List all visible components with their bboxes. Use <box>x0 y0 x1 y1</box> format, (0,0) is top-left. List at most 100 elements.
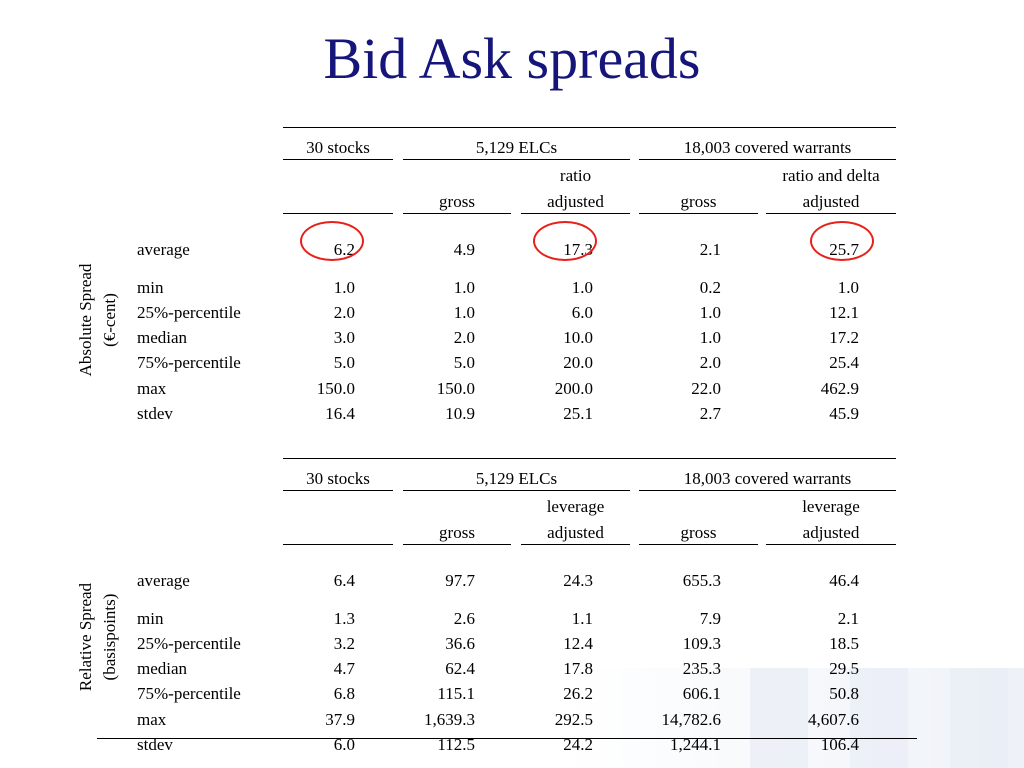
table-cell: 37.9 <box>325 710 355 729</box>
decorative-bottom-band <box>0 668 1024 768</box>
table-cell: 12.1 <box>829 303 859 322</box>
row-stat-label: median <box>137 659 188 678</box>
table-cell: 17.2 <box>829 328 859 347</box>
table-cell: 12.4 <box>563 634 593 653</box>
subhead-cw-gross: gross <box>680 523 717 542</box>
row-stat-label: min <box>137 609 164 628</box>
header-top-rule <box>283 458 896 459</box>
table-cell: 150.0 <box>316 379 355 398</box>
subhead-elc-adjusted-top: leverage <box>546 497 605 516</box>
table-cell: 5.0 <box>333 353 355 372</box>
subhead-rule-stocks <box>283 213 393 214</box>
table-cell: 5.0 <box>453 353 475 372</box>
table-cell: 50.8 <box>829 684 859 703</box>
table-cell: 1.0 <box>453 303 475 322</box>
table-cell: 0.2 <box>699 278 721 297</box>
subhead-cw-gross: gross <box>680 192 717 211</box>
table-cell: 2.1 <box>699 240 721 259</box>
table-cell: 3.2 <box>333 634 355 653</box>
subhead-rule-elc-adjusted <box>521 544 630 545</box>
table-cell: 655.3 <box>682 571 721 590</box>
table-cell: 2.1 <box>837 609 859 628</box>
row-stat-label: 75%-percentile <box>137 684 241 703</box>
table-cell: 1,639.3 <box>424 710 475 729</box>
table-cell: 24.2 <box>563 735 593 754</box>
table-cell: 97.7 <box>445 571 475 590</box>
table-cell: 25.4 <box>829 353 859 372</box>
row-stat-label: 75%-percentile <box>137 353 241 372</box>
group-rule-stocks <box>283 490 393 491</box>
row-stat-label: stdev <box>137 404 173 423</box>
slide-title: Bid Ask spreads <box>323 26 701 91</box>
table-cell: 6.0 <box>333 735 355 754</box>
section-label: Absolute Spread <box>76 263 95 377</box>
highlight-circle <box>533 221 597 261</box>
subhead-rule-cw-adjusted <box>766 544 896 545</box>
section-label-unit: (basispoints) <box>100 593 119 681</box>
table-cell: 235.3 <box>682 659 721 678</box>
table-cell: 7.9 <box>699 609 721 628</box>
row-stat-label: median <box>137 328 188 347</box>
decorative-square <box>850 668 908 768</box>
table-cell: 2.7 <box>699 404 721 423</box>
highlight-circle <box>300 221 364 261</box>
table-cell: 4.7 <box>333 659 355 678</box>
table-cell: 150.0 <box>436 379 475 398</box>
table-cell: 62.4 <box>445 659 475 678</box>
subhead-cw-adjusted-top: ratio and delta <box>782 166 880 185</box>
table-cell: 20.0 <box>563 353 593 372</box>
subhead-elc-gross: gross <box>439 523 475 542</box>
table-cell: 1.0 <box>571 278 593 297</box>
row-stat-label: average <box>137 571 190 590</box>
subhead-cw-adjusted-top: leverage <box>802 497 860 516</box>
table-cell: 462.9 <box>820 379 859 398</box>
table-cell: 14,782.6 <box>661 710 722 729</box>
table-cell: 1.1 <box>571 609 593 628</box>
row-stat-label: max <box>137 710 167 729</box>
highlight-circle <box>810 221 874 261</box>
table-cell: 1.0 <box>699 328 721 347</box>
group-header-warrants: 18,003 covered warrants <box>683 138 852 157</box>
subhead-elc-adjusted-top: ratio <box>559 166 592 185</box>
subhead-rule-cw-adjusted <box>766 213 896 214</box>
table-cell: 16.4 <box>325 404 355 423</box>
subhead-rule-elc-gross <box>403 213 511 214</box>
group-rule-stocks <box>283 159 393 160</box>
decorative-square <box>750 668 808 768</box>
row-stat-label: min <box>137 278 164 297</box>
table-cell: 3.0 <box>333 328 355 347</box>
row-stat-label: average <box>137 240 190 259</box>
table-cell: 1.0 <box>453 278 475 297</box>
table-cell: 200.0 <box>554 379 593 398</box>
table-cell: 6.0 <box>571 303 593 322</box>
subhead-rule-elc-gross <box>403 544 511 545</box>
table-cell: 29.5 <box>829 659 859 678</box>
subhead-elc-adjusted: adjusted <box>547 192 604 211</box>
table-cell: 6.8 <box>333 684 355 703</box>
table-bottom-rule <box>97 738 917 739</box>
decorative-square <box>950 668 1008 768</box>
table-cell: 4.9 <box>453 240 475 259</box>
subhead-elc-gross: gross <box>439 192 475 211</box>
group-rule-warrants <box>639 490 896 491</box>
table-cell: 2.0 <box>699 353 721 372</box>
table-cell: 25.1 <box>563 404 593 423</box>
row-stat-label: stdev <box>137 735 173 754</box>
table-cell: 45.9 <box>829 404 859 423</box>
table-cell: 106.4 <box>820 735 859 754</box>
table-cell: 10.0 <box>563 328 593 347</box>
table-cell: 4,607.6 <box>808 710 859 729</box>
group-header-stocks: 30 stocks <box>306 469 370 488</box>
subhead-elc-adjusted: adjusted <box>547 523 604 542</box>
table-cell: 2.0 <box>333 303 355 322</box>
table-cell: 112.5 <box>437 735 475 754</box>
table-cell: 22.0 <box>691 379 721 398</box>
table-cell: 18.5 <box>829 634 859 653</box>
table-cell: 1.0 <box>837 278 859 297</box>
section-label: Relative Spread <box>76 582 95 692</box>
subhead-rule-stocks <box>283 544 393 545</box>
group-rule-warrants <box>639 159 896 160</box>
table-cell: 46.4 <box>829 571 859 590</box>
table-cell: 2.0 <box>453 328 475 347</box>
